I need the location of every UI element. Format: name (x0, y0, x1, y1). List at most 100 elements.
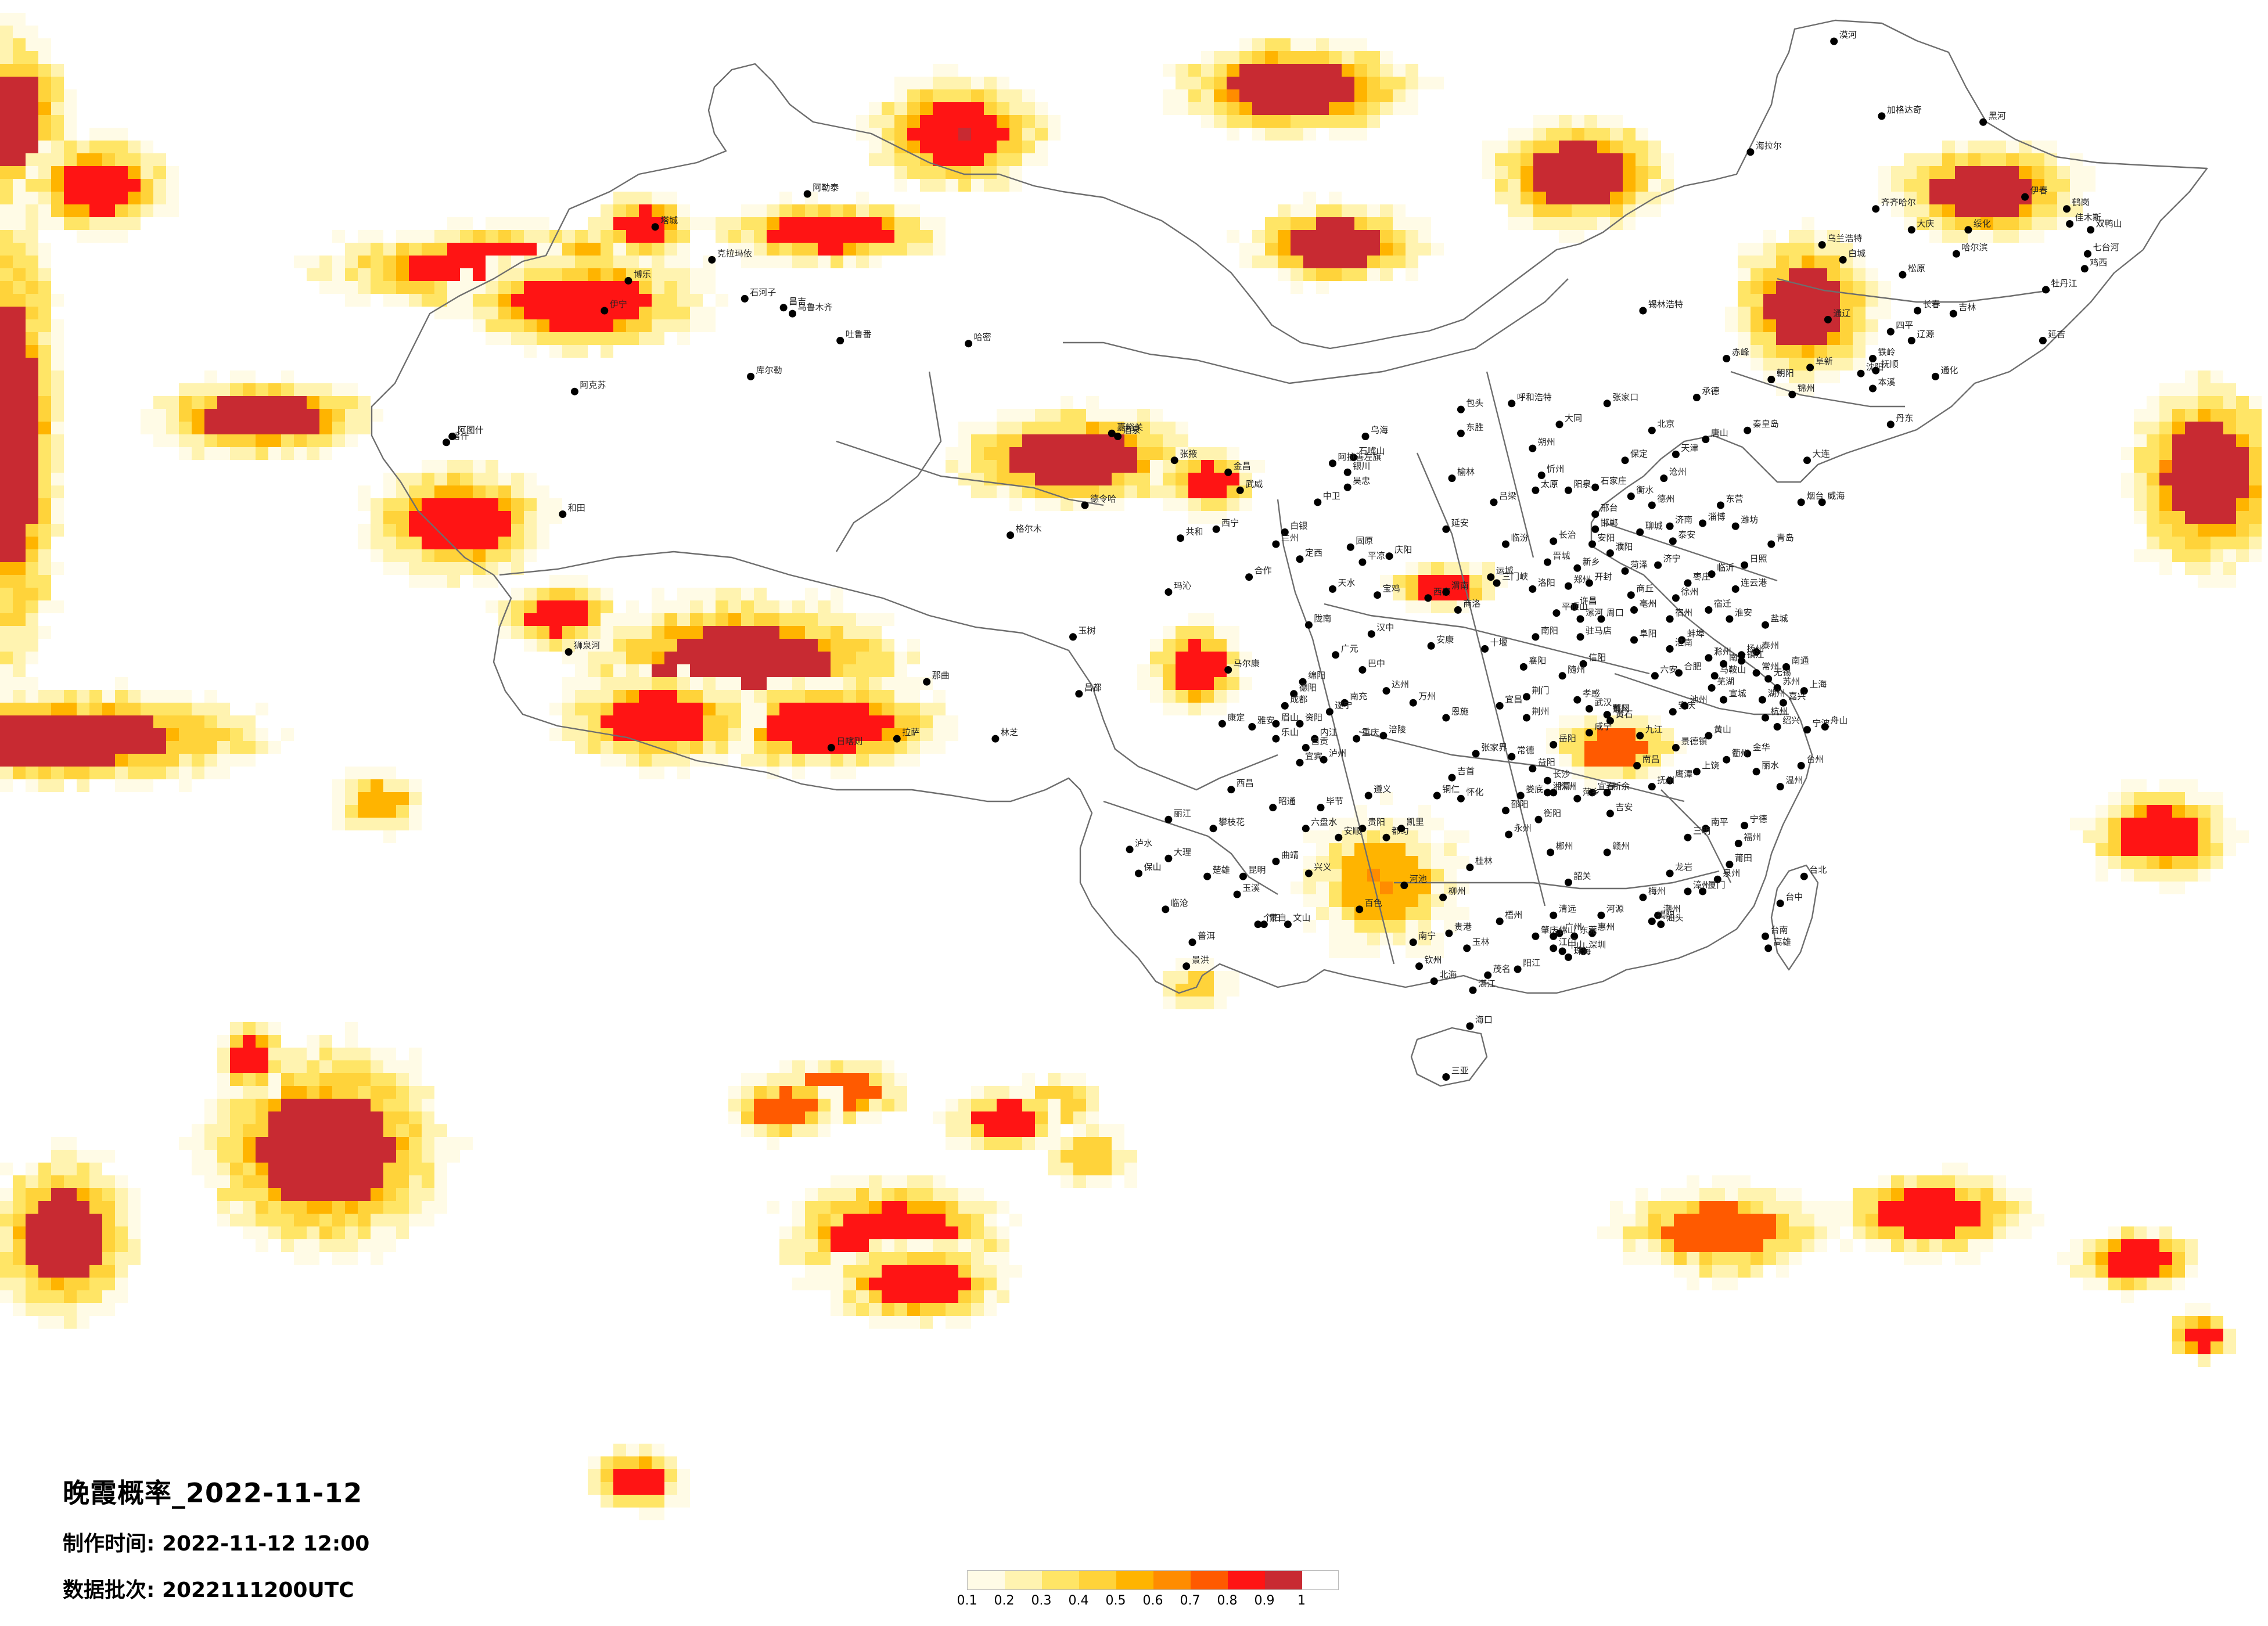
raster-cell (422, 230, 434, 243)
raster-cell (1623, 179, 1636, 192)
raster-cell (1993, 192, 2006, 204)
city-label: 泸水 (1135, 838, 1152, 848)
city-label: 潮州 (1663, 904, 1681, 914)
city-label: 唐山 (1711, 428, 1728, 438)
raster-cell (652, 319, 664, 332)
raster-cell (1380, 64, 1393, 77)
raster-cell (1738, 281, 1751, 294)
raster-cell (690, 741, 703, 754)
city-dot (1869, 355, 1877, 362)
raster-cell (601, 1456, 613, 1469)
raster-cell (754, 728, 767, 741)
city-dot (1907, 337, 1915, 344)
city-dot (1699, 519, 1707, 527)
raster-cell (1942, 166, 1955, 179)
raster-cell (677, 715, 690, 728)
city-label: 松原 (1908, 263, 1925, 274)
raster-cell (754, 690, 767, 703)
raster-cell (2134, 1265, 2147, 1278)
raster-cell (409, 1150, 422, 1163)
raster-cell (511, 281, 524, 294)
raster-cell (626, 690, 639, 703)
raster-cell (1661, 1226, 1674, 1239)
city-dot (1741, 561, 1749, 569)
raster-cell (1035, 460, 1048, 473)
raster-cell (843, 1214, 856, 1226)
raster-cell (1508, 128, 1521, 141)
raster-cell (1009, 473, 1022, 485)
city-label: 鹰潭 (1675, 769, 1692, 779)
raster-cell (2223, 485, 2236, 498)
raster-cell (0, 703, 13, 715)
raster-cell (2159, 1226, 2172, 1239)
raster-cell (2096, 830, 2108, 843)
city-label: 渭南 (1451, 581, 1469, 591)
raster-cell (38, 498, 51, 511)
raster-cell (77, 741, 89, 754)
raster-cell (38, 1265, 51, 1278)
city-dot (1681, 702, 1689, 710)
raster-cell (882, 1201, 894, 1214)
city-dot (1108, 429, 1116, 437)
raster-cell (601, 1482, 613, 1495)
raster-cell (1929, 192, 1942, 204)
raster-cell (831, 1265, 843, 1278)
raster-cell (26, 319, 38, 332)
raster-cell (1623, 217, 1636, 230)
raster-cell (843, 690, 856, 703)
raster-cell (2083, 166, 2096, 179)
raster-cell (805, 626, 818, 639)
city-dot (1532, 486, 1540, 494)
raster-cell (894, 166, 907, 179)
raster-cell (281, 1048, 294, 1060)
raster-cell (179, 741, 192, 754)
raster-cell (2198, 1303, 2211, 1316)
raster-cell (1265, 102, 1278, 115)
raster-cell (1316, 869, 1329, 882)
raster-cell (1316, 230, 1329, 243)
raster-cell (26, 102, 38, 115)
raster-cell (997, 128, 1009, 141)
city-dot (1284, 920, 1292, 929)
raster-cell (511, 524, 524, 537)
raster-cell (383, 1214, 396, 1226)
city-label: 承德 (1702, 386, 1719, 397)
raster-cell (843, 664, 856, 677)
raster-cell (549, 294, 562, 307)
city-dot (1588, 929, 1596, 937)
city-label: 临汾 (1511, 533, 1529, 543)
raster-cell (332, 1150, 345, 1163)
raster-cell (1712, 1226, 1725, 1239)
raster-cell (319, 256, 332, 268)
raster-cell (1214, 997, 1227, 1009)
raster-cell (2044, 179, 2057, 192)
raster-cell (26, 1239, 38, 1252)
raster-cell (1763, 332, 1776, 345)
raster-cell (1252, 115, 1265, 128)
raster-cell (64, 1175, 77, 1188)
raster-cell (664, 256, 677, 268)
raster-cell (524, 345, 537, 358)
raster-cell (1482, 153, 1495, 166)
raster-cell (882, 1226, 894, 1239)
raster-cell (1674, 1239, 1687, 1252)
raster-cell (26, 345, 38, 358)
raster-cell (958, 166, 971, 179)
raster-cell (2211, 1341, 2223, 1354)
raster-cell (422, 498, 434, 511)
raster-cell (332, 1201, 345, 1214)
raster-cell (217, 1214, 230, 1226)
raster-cell (767, 1111, 779, 1124)
raster-cell (2108, 1252, 2121, 1265)
raster-cell (383, 1073, 396, 1086)
raster-cell (882, 243, 894, 256)
raster-cell (639, 639, 652, 652)
city-dot (1606, 717, 1614, 725)
raster-cell (1393, 77, 1406, 89)
raster-cell (1354, 882, 1367, 894)
raster-cell (307, 1073, 319, 1086)
raster-cell (2019, 179, 2032, 192)
raster-cell (601, 243, 613, 256)
raster-cell (0, 409, 13, 422)
raster-cell (1776, 332, 1789, 345)
